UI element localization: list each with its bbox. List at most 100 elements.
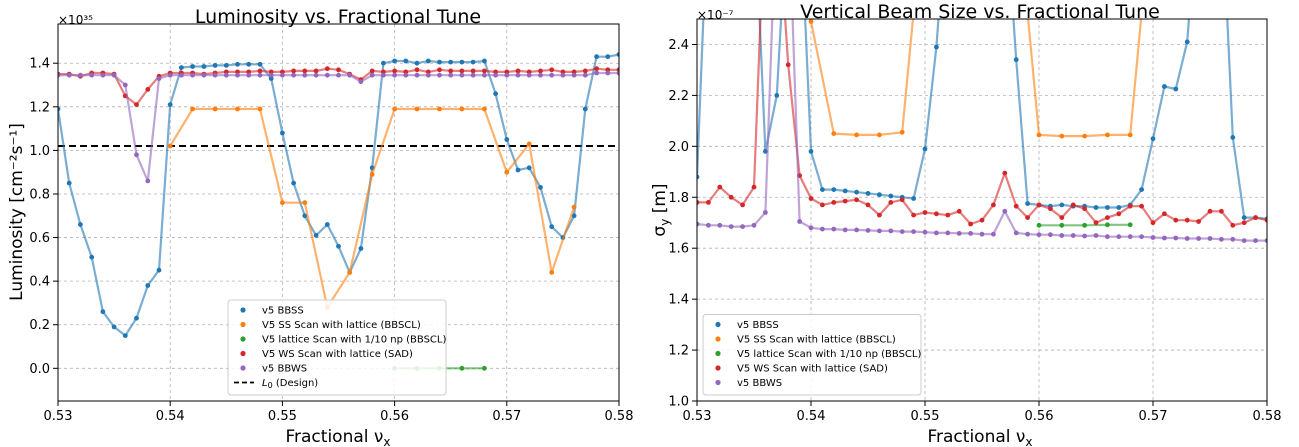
chart1-series-1-point-10 bbox=[392, 106, 397, 112]
chart1-series-4-point-34 bbox=[437, 72, 442, 78]
chart2-series-1-point-11 bbox=[1036, 132, 1042, 138]
chart2-series-3-point-3 bbox=[728, 194, 734, 200]
chart2-series-1-point-1 bbox=[808, 19, 814, 24]
chart1-series-3-point-22 bbox=[302, 68, 308, 74]
chart2-series-0-point-43 bbox=[1184, 39, 1190, 45]
chart1-series-0-point-44 bbox=[549, 224, 555, 230]
chart1-series-1-point-6 bbox=[302, 200, 308, 206]
chart1-series-0-point-37 bbox=[470, 59, 476, 65]
chart2-series-4-point-42 bbox=[1173, 235, 1179, 241]
chart1-series-1-point-15 bbox=[504, 169, 510, 175]
chart2-series-1-point-12 bbox=[1059, 133, 1065, 139]
chart1-series-0-point-21 bbox=[291, 180, 296, 186]
chart1-series-4-point-2 bbox=[78, 72, 83, 78]
chart1-series-0-point-38 bbox=[482, 58, 487, 64]
chart2-series-3-point-46 bbox=[1219, 208, 1224, 214]
chart2-series-4-point-22 bbox=[945, 230, 951, 236]
chart1-series-1-point-11 bbox=[414, 106, 420, 112]
chart1-ytick-label-3: 0.6 bbox=[29, 231, 50, 246]
chart2-series-3-point-22 bbox=[945, 212, 951, 218]
chart2-legend-label-2: V5 lattice Scan with 1/10 np (BBSCL) bbox=[737, 349, 921, 360]
chart2-series-4-point-50 bbox=[1264, 238, 1267, 243]
chart2-series-4-point-1 bbox=[706, 222, 711, 228]
chart1-series-4-point-41 bbox=[515, 72, 521, 78]
chart1-series-4-point-1 bbox=[66, 72, 72, 78]
chart1-series-0-point-17 bbox=[246, 61, 252, 67]
chart1-series-4-point-19 bbox=[268, 72, 274, 78]
chart2-series-4-point-27 bbox=[1002, 208, 1008, 214]
chart1-series-0-point-32 bbox=[414, 60, 420, 66]
chart2-series-4-point-31 bbox=[1048, 232, 1053, 238]
chart2-series-3-point-4 bbox=[740, 202, 745, 208]
chart1-ytick-label-6: 1.2 bbox=[29, 100, 50, 115]
chart1-series-3-point-40 bbox=[504, 69, 510, 75]
chart1-series-4-point-30 bbox=[392, 72, 397, 78]
chart1-series-4-point-20 bbox=[280, 72, 285, 78]
chart2-series-4-point-17 bbox=[888, 228, 894, 234]
chart2-series-4-point-35 bbox=[1093, 233, 1099, 238]
chart2-series-0-point-11 bbox=[820, 187, 825, 193]
chart1-series-3-point-38 bbox=[482, 68, 487, 74]
chart2-series-4-point-41 bbox=[1162, 235, 1167, 241]
chart1-series-0-point-18 bbox=[257, 61, 263, 67]
chart2-series-3-point-19 bbox=[911, 212, 916, 218]
chart1-series-4-point-14 bbox=[212, 72, 218, 78]
chart2-ytick-label-3: 1.6 bbox=[668, 242, 689, 257]
chart2-series-0-point-0 bbox=[697, 174, 700, 180]
chart2-series-3-point-21 bbox=[934, 211, 939, 217]
chart1-series-4-point-25 bbox=[336, 72, 341, 78]
chart2-series-0-point-10 bbox=[808, 149, 814, 154]
chart1-series-4-point-10 bbox=[167, 72, 173, 78]
chart1-series-0-point-11 bbox=[179, 65, 184, 70]
chart1-series-0-point-20 bbox=[280, 130, 285, 136]
chart1-series-0-point-35 bbox=[448, 59, 454, 65]
chart2-legend-box bbox=[702, 314, 922, 396]
chart1-legend-marker-1 bbox=[240, 321, 246, 328]
chart1-series-4-point-18 bbox=[257, 72, 263, 78]
chart2-series-1-point-13 bbox=[1082, 133, 1087, 139]
chart2-series-3-point-42 bbox=[1173, 217, 1179, 223]
chart2-x-axis-label: Fractional νx bbox=[927, 427, 1032, 447]
chart1-series-0-point-27 bbox=[358, 246, 364, 251]
chart1-series-4-point-3 bbox=[89, 72, 95, 78]
chart2-series-3-point-50 bbox=[1264, 217, 1267, 223]
chart2-series-4-point-36 bbox=[1105, 234, 1110, 240]
chart2-series-3-point-13 bbox=[842, 198, 848, 204]
chart1-series-3-point-43 bbox=[538, 68, 543, 74]
chart1-series-4-point-23 bbox=[313, 72, 319, 78]
chart2-series-3-point-34 bbox=[1082, 206, 1087, 212]
chart2-legend-marker-3 bbox=[715, 365, 721, 371]
chart2-series-3-point-27 bbox=[1002, 170, 1008, 176]
chart2-series-4-point-33 bbox=[1070, 233, 1076, 238]
chart2-series-4-point-39 bbox=[1139, 234, 1144, 240]
chart1-legend-label-4: v5 BBWS bbox=[262, 364, 307, 375]
chart1-series-0-point-36 bbox=[459, 59, 465, 65]
chart2-series-4-point-6 bbox=[763, 210, 768, 215]
chart1-series-4-point-38 bbox=[482, 72, 487, 78]
chart1-series-0-point-24 bbox=[324, 222, 330, 227]
chart1-series-0-point-40 bbox=[504, 137, 510, 142]
chart1-series-4-point-12 bbox=[190, 72, 196, 78]
chart2-series-4-point-19 bbox=[911, 229, 916, 235]
chart2-series-3-point-44 bbox=[1196, 219, 1201, 224]
chart1-series-4-point-16 bbox=[235, 72, 240, 78]
chart2-legend-marker-2 bbox=[715, 350, 721, 357]
chart1-series-0-point-34 bbox=[437, 59, 442, 65]
chart2-series-3-point-2 bbox=[717, 184, 723, 190]
chart1-series-3-point-19 bbox=[268, 69, 274, 75]
chart1-series-0-point-14 bbox=[212, 63, 218, 68]
chart1-y-axis-label: Luminosity [cm⁻²s⁻¹] bbox=[7, 123, 27, 301]
chart1-ytick-label-0: 0.0 bbox=[29, 362, 50, 377]
chart2-series-4-point-29 bbox=[1025, 231, 1030, 237]
chart1-series-1-point-18 bbox=[571, 204, 577, 210]
chart1-series-3-point-32 bbox=[414, 67, 420, 73]
chart2-series-4-point-20 bbox=[922, 229, 928, 235]
chart2-series-0-point-35 bbox=[1093, 205, 1099, 210]
chart1-series-1-point-12 bbox=[437, 106, 442, 112]
chart1-y-multiplier: ×10³⁵ bbox=[58, 13, 93, 27]
chart2-series-4-point-38 bbox=[1127, 234, 1133, 240]
chart1-series-3-point-20 bbox=[280, 69, 285, 75]
chart2-xtick-label-1: 0.54 bbox=[797, 409, 826, 424]
chart1-series-4-point-28 bbox=[369, 72, 375, 78]
chart-marks-layer: 0.53 0.54 0.55 0.56 0.57 0.58 0.0 0.2 0.4 0.6 0.8 1… bbox=[29, 18, 1281, 424]
